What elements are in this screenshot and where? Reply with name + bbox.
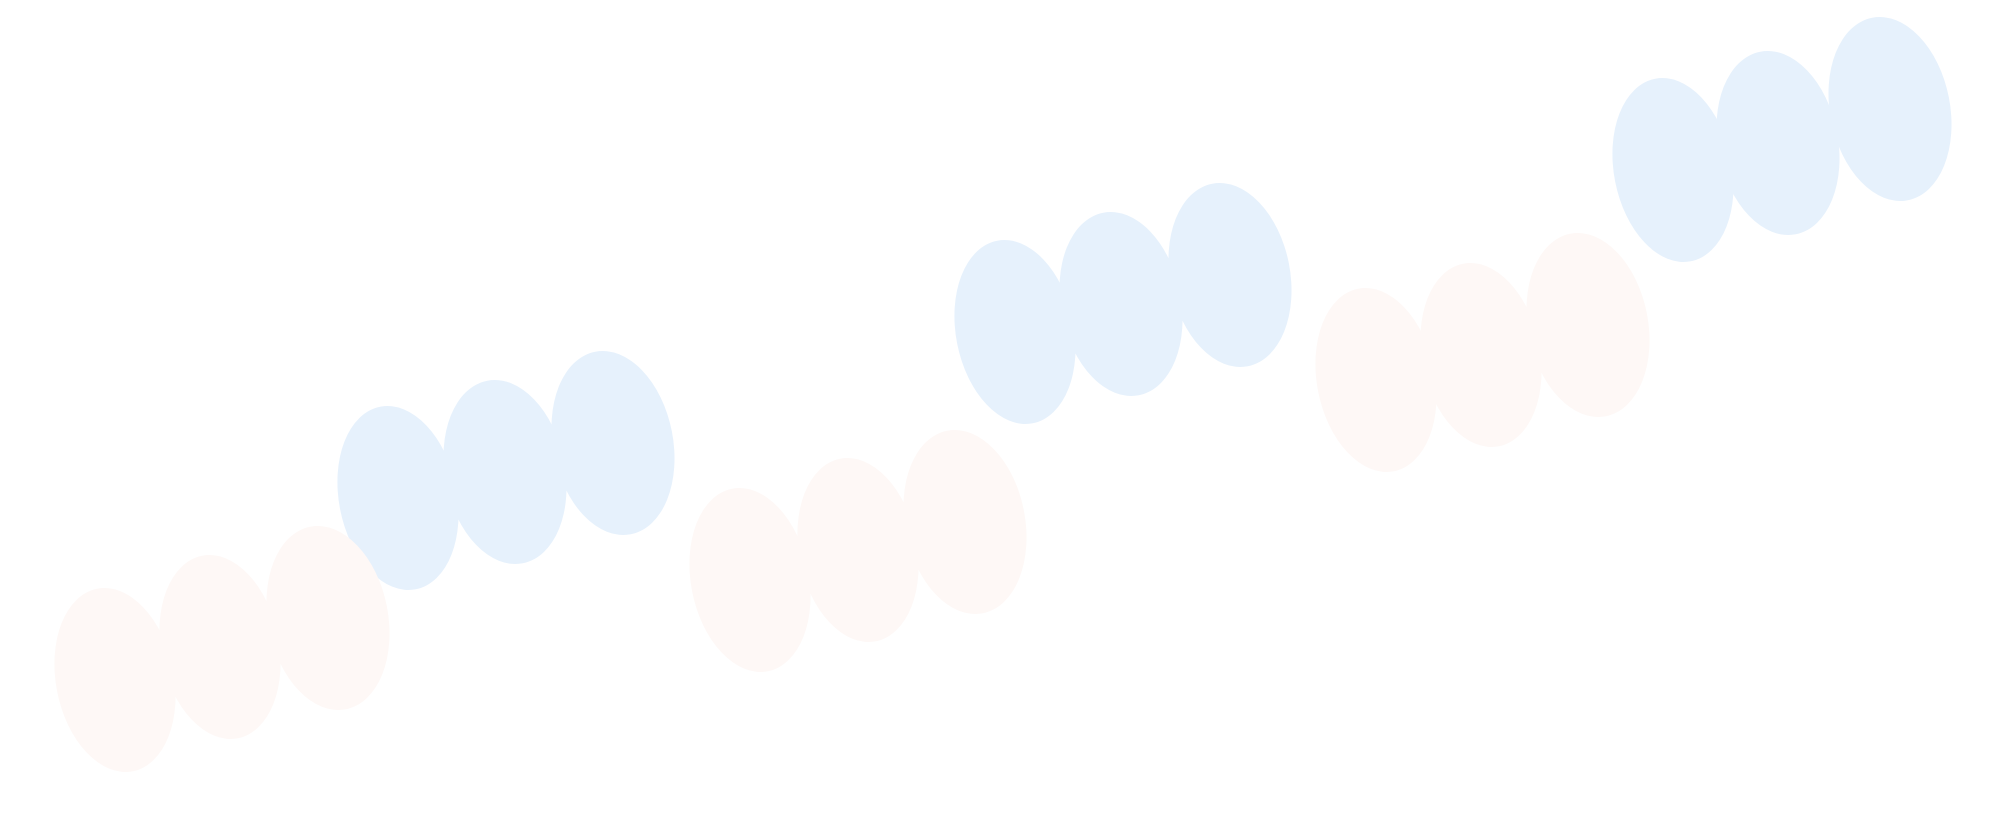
cloud-lobe-2 [1420,263,1542,447]
cloud-lobe-3 [1168,182,1292,368]
cloud-lobe-2 [159,555,281,739]
cloud-lobe-2 [797,458,919,642]
blue-cloud-shape [954,182,1292,424]
peach-cloud-shape [1315,232,1650,472]
cloud-lobe-3 [903,429,1027,615]
peach-cloud-shape [54,525,390,772]
cloud-lobe-2 [1716,50,1840,236]
cloud-lobe-1 [1612,78,1734,262]
cloud-lobe-3 [551,350,675,536]
cloud-lobe-2 [443,379,567,565]
cloud-lobe-3 [1828,16,1952,202]
blue-cloud-shape [1612,16,1952,262]
cloud-lobe-1 [337,406,459,590]
blue-cloud-shape [337,350,675,590]
cloud-lobe-1 [54,588,176,772]
cloud-lobe-3 [1526,232,1650,418]
cloud-lobe-3 [266,525,390,711]
cloud-lobe-1 [689,488,811,672]
cloud-lobe-1 [954,240,1076,424]
cloud-lobe-1 [1315,288,1437,472]
peach-cloud-shape [689,429,1027,672]
cloud-lobe-2 [1059,211,1183,397]
